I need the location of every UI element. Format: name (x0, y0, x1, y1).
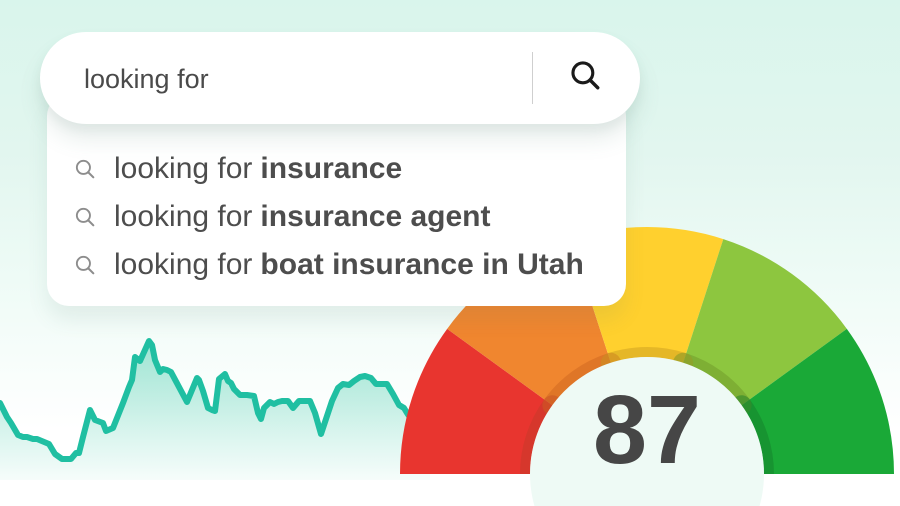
svg-text:87: 87 (593, 375, 701, 484)
